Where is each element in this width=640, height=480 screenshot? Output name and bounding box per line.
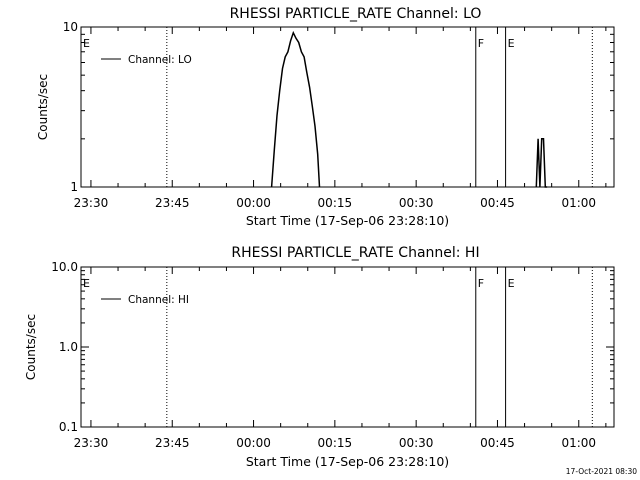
x-tick-label: 00:45	[480, 436, 515, 450]
plot-frame	[80, 266, 615, 428]
event-marker-label: E	[83, 37, 90, 50]
x-axis-label: Start Time (17-Sep-06 23:28:10)	[246, 213, 449, 228]
series-line	[270, 30, 548, 188]
panel-channel-lo: RHESSI PARTICLE_RATE Channel: LO 23:30 23:…	[36, 6, 615, 228]
y-tick-label: 10.0	[51, 260, 78, 274]
x-tick-label: 00:30	[399, 196, 434, 210]
x-tick-label: 00:00	[236, 196, 271, 210]
x-tick-label: 23:30	[74, 436, 109, 450]
y-axis-label: Counts/sec	[24, 314, 38, 380]
x-tick-label: 23:30	[74, 196, 109, 210]
y-tick-label: 10	[63, 20, 78, 34]
legend-label: Channel: LO	[128, 54, 192, 66]
y-tick-label: 1.0	[59, 340, 78, 354]
x-tick-label: 00:15	[318, 436, 353, 450]
panel-channel-hi: RHESSI PARTICLE_RATE Channel: HI 23:30 23:…	[24, 245, 615, 469]
y-axis-label: Counts/sec	[36, 74, 50, 140]
plot-frame	[80, 26, 615, 188]
x-tick-label: 23:45	[155, 196, 190, 210]
x-tick-label: 23:45	[155, 436, 190, 450]
event-marker-label: F	[478, 277, 484, 290]
y-tick-label: 0.1	[59, 420, 78, 434]
y-tick-label: 1	[70, 180, 78, 194]
x-tick-label: 00:00	[236, 436, 271, 450]
x-tick-label: 01:00	[561, 436, 596, 450]
footer-timestamp: 17-Oct-2021 08:30	[566, 467, 637, 476]
x-axis-label: Start Time (17-Sep-06 23:28:10)	[246, 454, 449, 469]
event-marker-label: E	[83, 277, 90, 290]
x-tick-label: 00:30	[399, 436, 434, 450]
chart-title: RHESSI PARTICLE_RATE Channel: HI	[231, 245, 479, 261]
chart-title: RHESSI PARTICLE_RATE Channel: LO	[230, 6, 482, 22]
x-tick-label: 01:00	[561, 196, 596, 210]
event-marker-label: E	[508, 277, 515, 290]
event-marker-label: F	[478, 37, 484, 50]
legend-label: Channel: HI	[128, 294, 189, 306]
x-tick-label: 00:45	[480, 196, 515, 210]
event-marker-label: E	[508, 37, 515, 50]
x-tick-label: 00:15	[318, 196, 353, 210]
